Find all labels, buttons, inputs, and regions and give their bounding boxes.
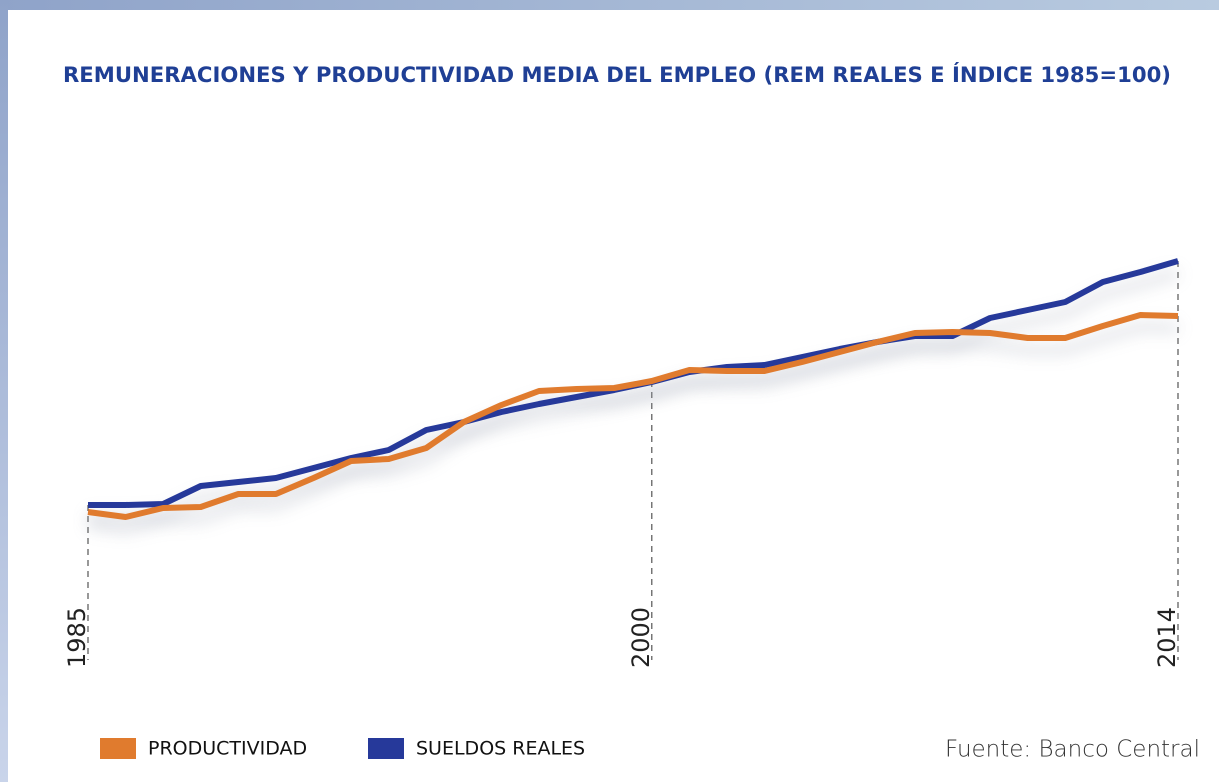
x-tick-label: 2000: [627, 607, 655, 668]
line-shadow: [87, 322, 1179, 534]
frame-left: [0, 0, 8, 782]
series-line: [87, 312, 1179, 520]
frame-top: [0, 0, 1219, 10]
x-tick-label: 1985: [63, 607, 91, 668]
legend-swatch: [368, 738, 404, 759]
chart-title: REMUNERACIONES Y PRODUCTIVIDAD MEDIA DEL…: [63, 62, 1171, 87]
line-shadow: [88, 269, 1180, 521]
legend-swatch: [100, 738, 136, 759]
legend-label: PRODUCTIVIDAD: [148, 738, 307, 760]
legend-label: SUELDOS REALES: [416, 738, 585, 760]
plot-area: 1985 2000 2014: [63, 258, 1181, 668]
x-tick-label: 2014: [1153, 607, 1181, 668]
source-note: Fuente: Banco Central: [945, 737, 1200, 763]
